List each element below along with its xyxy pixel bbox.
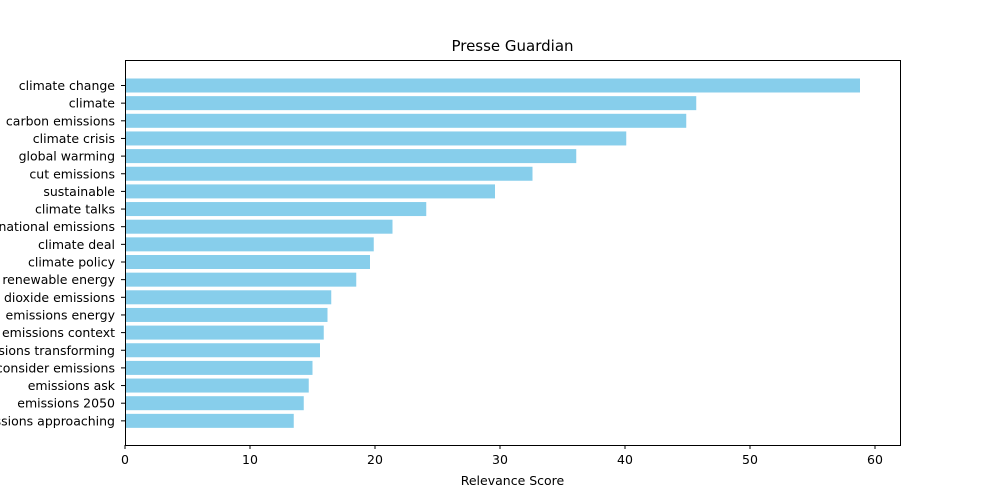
- bar: [125, 78, 860, 93]
- bar: [125, 255, 370, 269]
- bar: [125, 307, 328, 322]
- bar: [125, 219, 393, 234]
- y-tick-label: climate talks: [35, 202, 115, 217]
- x-tick-label: 60: [867, 452, 883, 467]
- bar: [125, 131, 627, 146]
- x-tick-label: 30: [492, 452, 508, 467]
- y-tick-label: climate change: [19, 78, 116, 93]
- chart-title: Presse Guardian: [451, 37, 573, 55]
- bar: [125, 184, 495, 199]
- bar: [125, 149, 577, 164]
- y-tick-label: carbon emissions: [6, 113, 115, 128]
- x-tick-label: 40: [617, 452, 633, 467]
- y-tick-label: global warming: [19, 149, 115, 164]
- y-tick-label: climate deal: [38, 237, 115, 252]
- bar: [125, 325, 324, 340]
- bar: [125, 396, 304, 411]
- bar: [125, 202, 427, 217]
- y-tick-label: dioxide emissions: [4, 290, 115, 305]
- y-tick-label: emissions energy: [6, 307, 116, 322]
- plot-frame: [125, 60, 901, 446]
- y-axis: climate change climate carbon emissions cli…: [0, 78, 125, 428]
- x-tick-label: 50: [742, 452, 758, 467]
- bar: [125, 360, 313, 375]
- bar: [125, 290, 332, 305]
- bar: [125, 272, 357, 287]
- y-tick-label: climate crisis: [33, 131, 115, 146]
- y-tick-label: climate policy: [28, 255, 116, 270]
- y-tick-label: emissions approaching: [0, 413, 115, 428]
- bar: [125, 166, 533, 181]
- bar: [125, 237, 374, 252]
- x-axis: 0 10 20 30 40 50 60: [121, 445, 883, 467]
- bar: [125, 113, 687, 128]
- bars-group: [125, 78, 860, 428]
- y-tick-label: emissions transforming: [0, 343, 115, 358]
- bar: [125, 378, 309, 393]
- x-tick-label: 10: [242, 452, 258, 467]
- y-tick-label: emissions context: [2, 325, 115, 340]
- y-tick-label: national emissions: [0, 219, 115, 234]
- bar: [125, 96, 697, 111]
- y-tick-label: consider emissions: [0, 360, 115, 375]
- y-tick-label: emissions ask: [28, 378, 116, 393]
- y-tick-label: emissions 2050: [17, 396, 115, 411]
- bar: [125, 343, 320, 358]
- y-tick-label: sustainable: [43, 184, 115, 199]
- y-tick-label: climate: [69, 96, 116, 111]
- x-axis-label: Relevance Score: [461, 473, 565, 488]
- y-tick-label: cut emissions: [29, 166, 115, 181]
- y-tick-label: renewable energy: [2, 272, 115, 287]
- x-tick-label: 20: [367, 452, 383, 467]
- x-tick-label: 0: [121, 452, 129, 467]
- bar: [125, 413, 294, 428]
